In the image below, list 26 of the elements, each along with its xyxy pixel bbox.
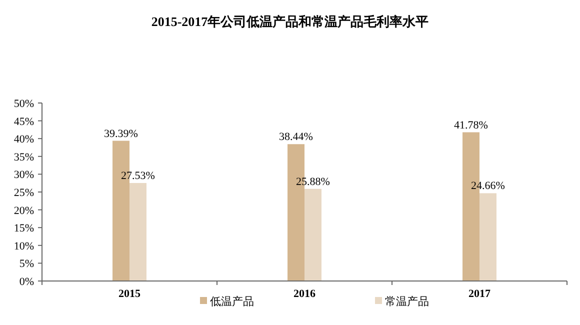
data-label: 41.78% [454,119,488,132]
y-tick-label: 0% [19,276,34,288]
y-tick-label: 45% [14,116,34,128]
legend-label: 常温产品 [385,295,429,308]
data-label: 39.39% [104,128,138,140]
data-label: 27.53% [121,170,155,182]
bar [304,188,322,281]
y-tick-label: 50% [14,98,34,110]
bar [480,193,496,281]
y-tick-label: 30% [14,169,34,182]
y-tick-label: 10% [14,240,34,252]
y-tick-label: 25% [14,187,34,199]
y-tick-label: 35% [14,151,34,164]
data-label: 38.44% [279,131,313,144]
x-tick-label: 2017 [468,288,491,300]
data-label: 24.66% [471,180,505,192]
x-tick-label: 2016 [294,288,316,300]
y-tick-label: 20% [14,204,34,217]
y-tick-label: 5% [19,258,34,270]
chart-title: 2015-2017年公司低温产品和常温产品毛利率水平 [151,14,429,29]
data-label: 25.88% [296,176,330,188]
y-tick-label: 40% [14,134,34,146]
legend-label: 低温产品 [210,295,254,308]
x-tick-label: 2015 [118,288,141,300]
y-tick-label: 15% [14,222,34,235]
bar [130,182,146,281]
